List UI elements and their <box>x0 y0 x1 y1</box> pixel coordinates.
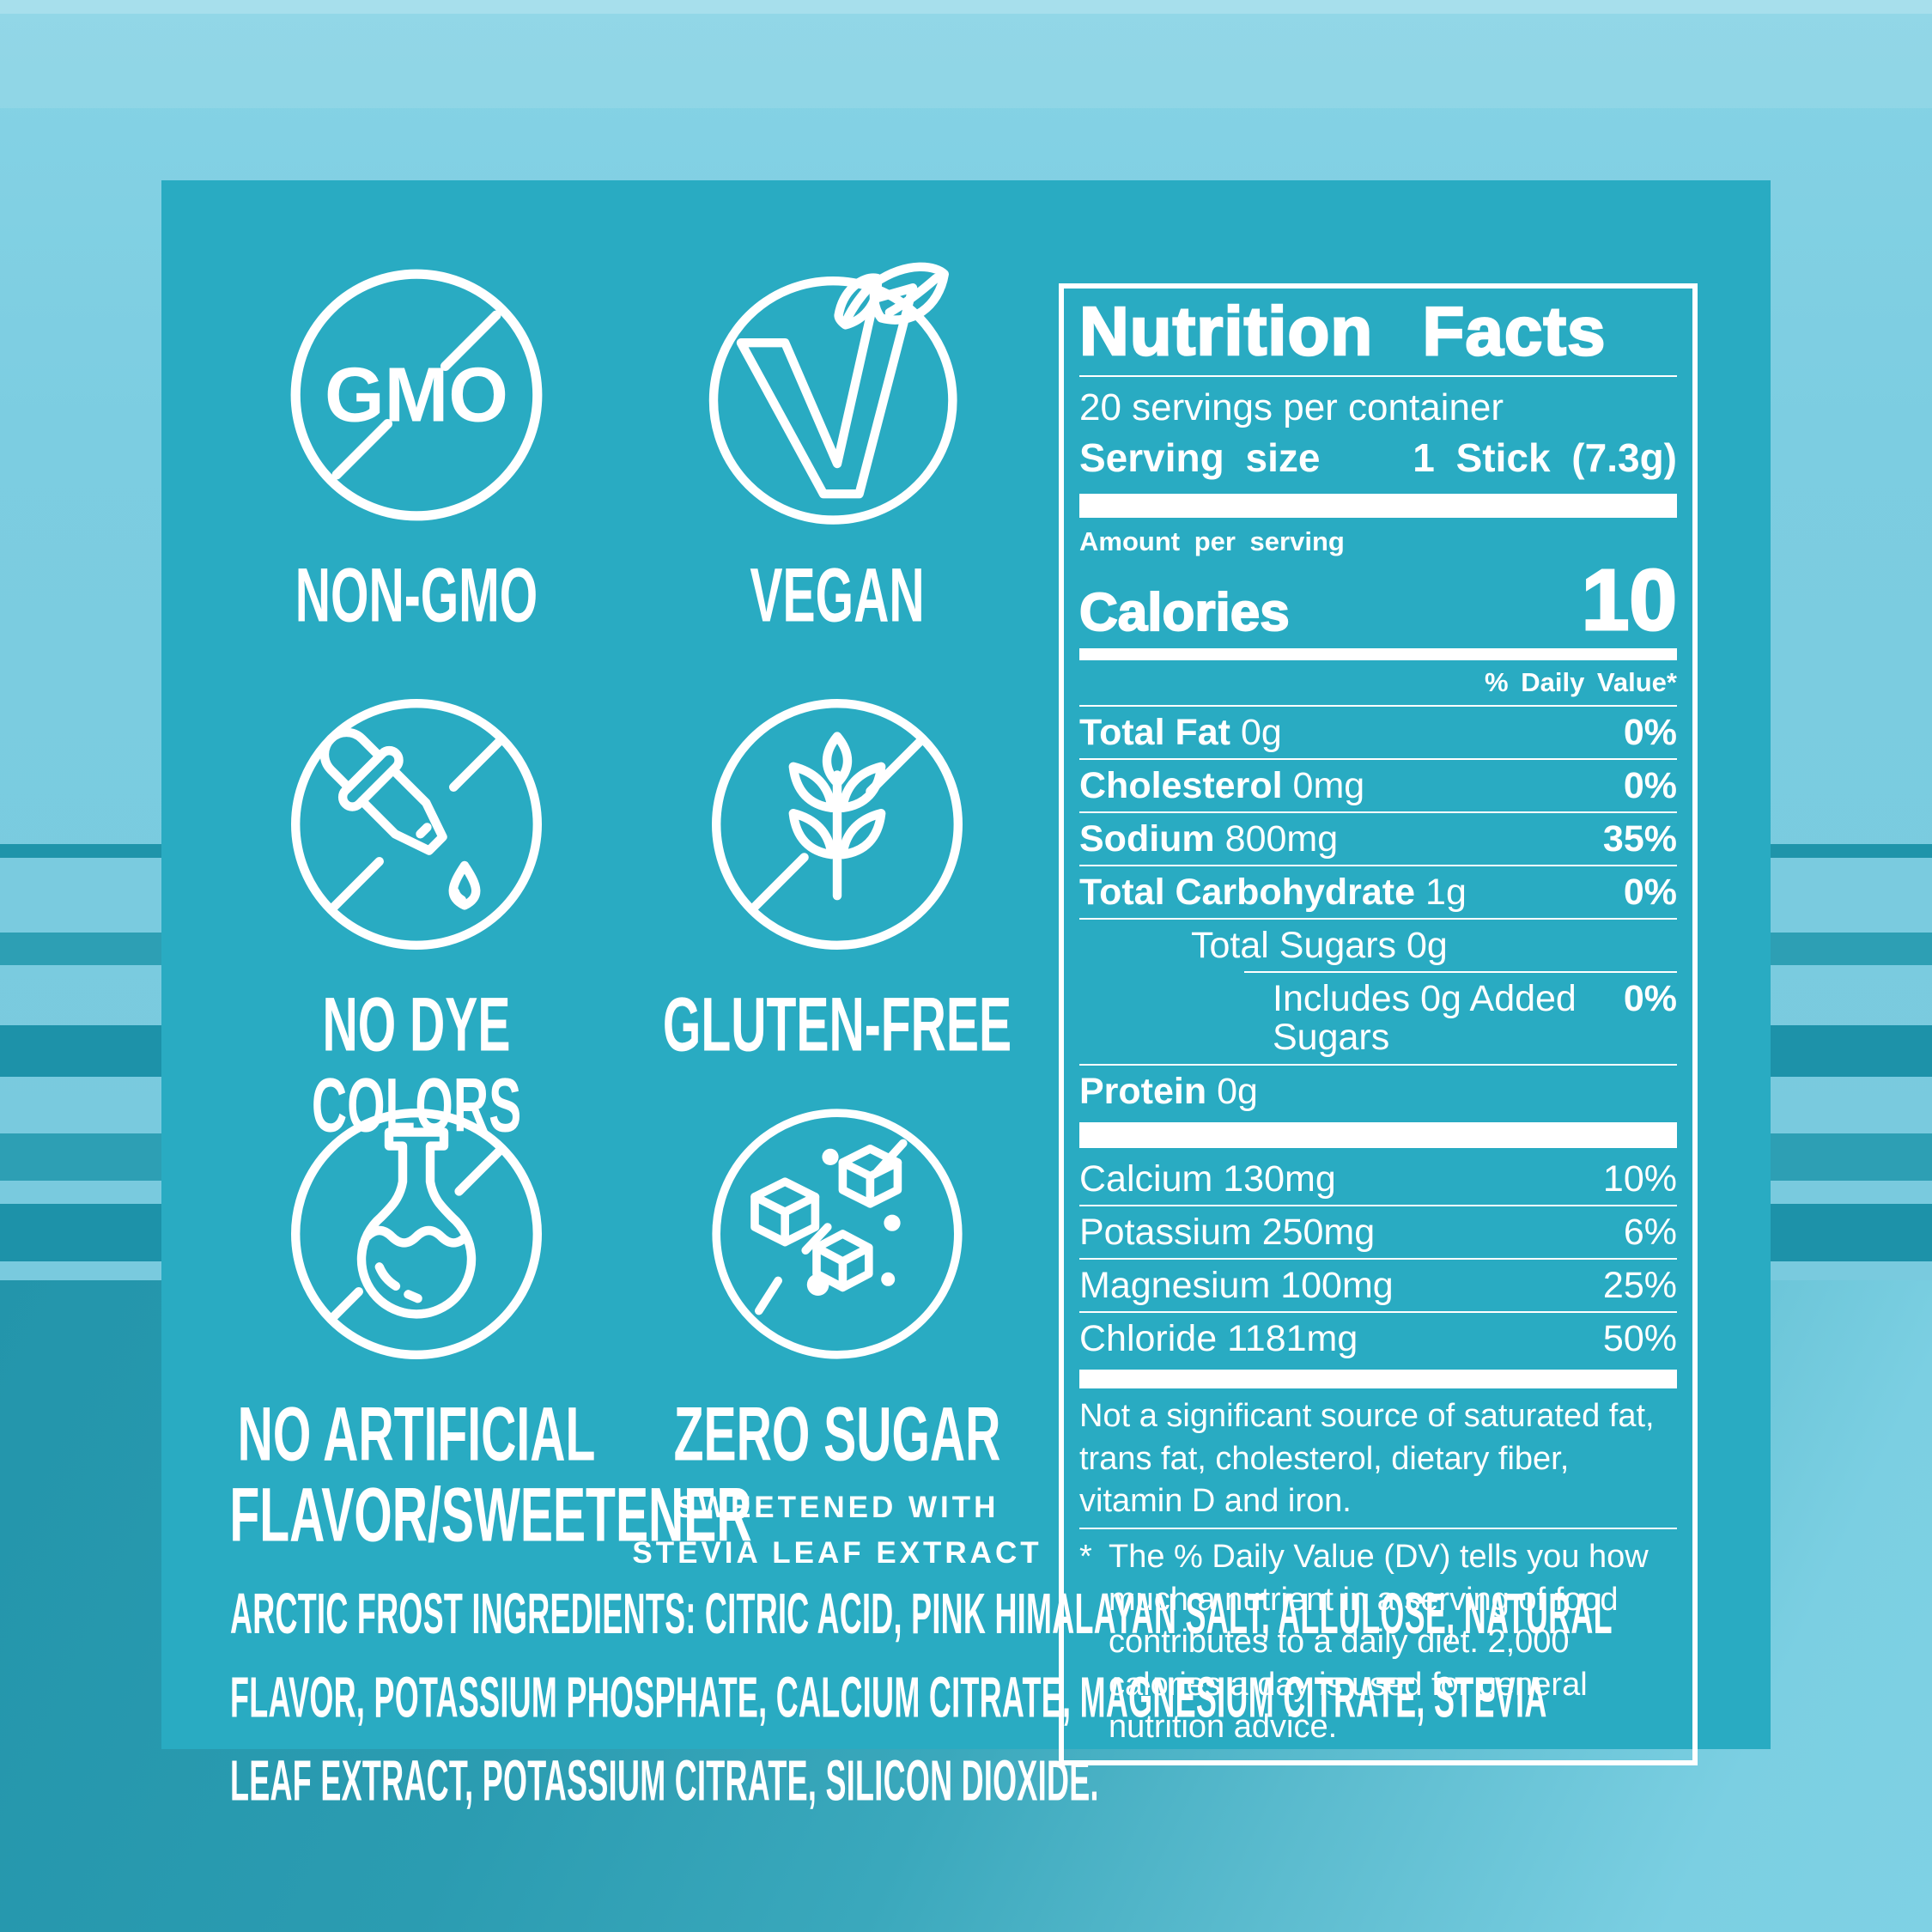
no-artificial-flask-icon <box>291 1109 542 1359</box>
badge-sublabel: SWEETENED WITH STEVIA LEAF EXTRACT <box>632 1491 1042 1570</box>
mineral-row: Chloride 1181mg 50% <box>1079 1313 1677 1364</box>
nutrient-dv: 0% <box>1623 711 1677 753</box>
nutrient-dv: 35% <box>1602 817 1677 860</box>
daily-value-footnote: * The % Daily Value (DV) tells you how m… <box>1079 1536 1677 1748</box>
mineral-dv: 6% <box>1623 1211 1677 1253</box>
badge-vegan: VEGAN <box>562 258 1112 635</box>
badge-label: NON-GMO <box>295 551 538 638</box>
calories-row: Calories 10 <box>1078 551 1679 648</box>
mineral-row: Calcium 130mg 10% <box>1079 1153 1677 1206</box>
mineral-row: Potassium 250mg 6% <box>1079 1206 1677 1261</box>
thick-divider <box>1079 1121 1677 1148</box>
nutrient-name: Total Sugars 0g <box>1191 925 1448 967</box>
ingredients-section: ARCTIC FROST INGREDIENTS: CITRIC ACID, P… <box>230 1573 1767 1814</box>
nutrient-dv: 0% <box>1623 872 1677 914</box>
nutrient-name: Cholesterol <box>1079 764 1283 806</box>
no-dye-dropper-icon <box>291 699 542 950</box>
nutrition-facts-title: Nutrition Facts <box>1078 293 1607 369</box>
nutrient-row: Protein 0g <box>1079 1066 1677 1117</box>
background-top-band <box>0 0 1932 14</box>
nutrient-name: Protein <box>1079 1070 1207 1112</box>
serving-size-value: 1 Stick (7.3g) <box>1413 435 1677 481</box>
servings-per-container: 20 servings per container <box>1079 386 1504 428</box>
indented-divider <box>1244 971 1677 974</box>
thick-divider <box>1079 1370 1677 1389</box>
vegan-icon <box>708 262 957 525</box>
nutrient-row: Sodium 800mg 35% <box>1079 813 1677 867</box>
nutrient-amount: 0g <box>1240 711 1282 753</box>
nutrient-dv: 0% <box>1623 978 1677 1020</box>
mineral-dv: 25% <box>1602 1265 1677 1307</box>
ingredients-label: ARCTIC FROST INGREDIENTS: <box>230 1582 696 1647</box>
nutrient-row: Total Carbohydrate 1g 0% <box>1079 866 1677 920</box>
badge-zero-sugar: ZERO SUGAR SWEETENED WITH STEVIA LEAF EX… <box>562 1097 1112 1576</box>
gluten-free-wheat-icon <box>712 699 963 950</box>
badge-label: NO ARTIFICIAL FLAVOR/SWEETENER <box>229 1390 752 1558</box>
nutrient-row: Total Sugars 0g <box>1079 920 1677 971</box>
divider <box>1079 704 1677 707</box>
amount-per-serving: Amount per serving <box>1079 526 1345 556</box>
ingredients-list: CITRIC ACID, PINK HIMALAYAN SALT, ALLULO… <box>230 1582 1613 1814</box>
mineral-name: Calcium 130mg <box>1079 1157 1336 1200</box>
nutrient-name: Total Fat <box>1079 711 1230 753</box>
serving-size-row: Serving size 1 Stick (7.3g) <box>1079 434 1677 483</box>
nutrient-amount: 1g <box>1425 872 1467 914</box>
mineral-name: Magnesium 100mg <box>1079 1265 1394 1307</box>
nutrient-row: Includes 0g Added Sugars 0% <box>1079 973 1677 1066</box>
mineral-name: Potassium 250mg <box>1079 1211 1376 1253</box>
divider <box>1079 374 1677 377</box>
daily-value-header: % Daily Value* <box>1485 666 1677 697</box>
badge-gluten-free: GLUTEN-FREE <box>562 687 1112 1065</box>
nutrition-facts-panel: Nutrition Facts 20 servings per containe… <box>1059 283 1698 1766</box>
not-significant-note: Not a significant source of saturated fa… <box>1079 1398 1655 1520</box>
thick-divider <box>1079 493 1677 518</box>
badge-label: VEGAN <box>750 551 925 638</box>
badge-no-artificial: NO ARTIFICIAL FLAVOR/SWEETENER <box>142 1097 752 1555</box>
nutrient-amount: 0g <box>1217 1070 1258 1112</box>
zero-sugar-cubes-icon <box>712 1109 963 1359</box>
nutrient-row: Cholesterol 0mg 0% <box>1079 760 1677 813</box>
badge-label: ZERO SUGAR <box>673 1390 1001 1477</box>
footnote-asterisk: * <box>1079 1539 1092 1576</box>
badge-label: GLUTEN-FREE <box>662 981 1012 1067</box>
nutrient-name: Total Carbohydrate <box>1079 872 1416 914</box>
footnote-text: The % Daily Value (DV) tells you how muc… <box>1109 1539 1649 1746</box>
background-top-band-2 <box>0 14 1932 108</box>
mineral-dv: 50% <box>1602 1318 1677 1360</box>
nutrient-name: Sodium <box>1079 817 1215 860</box>
nutrient-amount: 0mg <box>1292 764 1365 806</box>
mineral-row: Magnesium 100mg 25% <box>1079 1260 1677 1314</box>
badge-non-gmo: GMO NON-GMO <box>142 258 691 635</box>
mineral-dv: 10% <box>1602 1157 1677 1200</box>
serving-size-label: Serving size <box>1079 435 1321 481</box>
nutrient-row: Total Fat 0g 0% <box>1079 707 1677 760</box>
thick-divider <box>1079 647 1677 660</box>
nutrient-dv: 0% <box>1623 764 1677 806</box>
divider <box>1079 1528 1677 1530</box>
calories-value: 10 <box>1580 551 1678 648</box>
no-gmo-icon: GMO <box>290 269 543 521</box>
nutrient-amount: 800mg <box>1224 817 1339 860</box>
mineral-name: Chloride 1181mg <box>1079 1318 1358 1360</box>
calories-label: Calories <box>1078 582 1291 642</box>
label-panel: GMO NON-GMO VEGAN <box>161 180 1771 1813</box>
gmo-icon-text: GMO <box>325 351 508 437</box>
ingredients-text: ARCTIC FROST INGREDIENTS: CITRIC ACID, P… <box>230 1573 1635 1823</box>
nutrient-name: Includes 0g Added Sugars <box>1273 978 1577 1059</box>
